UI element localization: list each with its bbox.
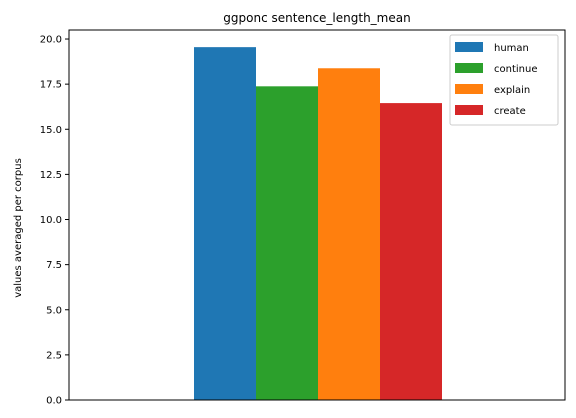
legend-label-create: create: [494, 106, 526, 117]
legend-swatch-continue: [455, 63, 483, 73]
y-tick-label: 10.0: [40, 215, 62, 226]
legend-swatch-explain: [455, 84, 483, 94]
legend-label-human: human: [494, 43, 529, 54]
bar-continue: [256, 86, 318, 400]
y-axis-ticks: 0.0 2.5 5.0 7.5 10.0 12.5 15.0 17.5 20.0: [40, 35, 69, 407]
plot-frame: [68, 29, 566, 401]
legend-box: [449, 34, 559, 126]
chart-title: ggponc sentence_length_mean: [223, 11, 410, 25]
legend-label-continue: continue: [494, 64, 537, 75]
y-tick-label: 15.0: [40, 125, 62, 136]
bar-explain: [318, 68, 380, 400]
legend-label-explain: explain: [494, 85, 530, 96]
y-tick-label: 2.5: [46, 350, 62, 361]
bar-human: [194, 47, 256, 401]
bars-group: [194, 47, 442, 401]
legend-swatch-create: [455, 105, 483, 115]
y-axis-label: values averaged per corpus: [13, 158, 24, 298]
y-tick-label: 20.0: [40, 35, 62, 46]
bar-create: [380, 103, 442, 400]
y-tick-label: 12.5: [40, 170, 62, 181]
y-tick-label: 5.0: [46, 305, 62, 316]
y-tick-label: 17.5: [40, 80, 62, 91]
y-tick-label: 0.0: [46, 396, 62, 407]
legend: human continue explain create: [449, 34, 559, 126]
legend-swatch-human: [455, 42, 483, 52]
y-tick-label: 7.5: [46, 260, 62, 271]
